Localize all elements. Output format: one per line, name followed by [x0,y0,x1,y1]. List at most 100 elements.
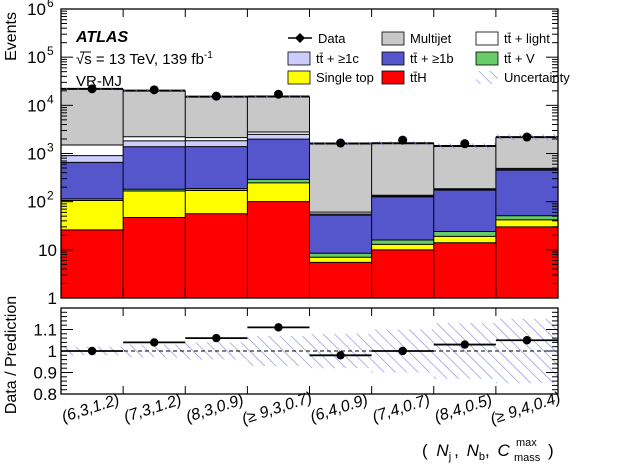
y-tick-label: 10 [38,241,57,260]
svg-text:Data: Data [318,31,346,46]
ratio-unc-box [309,333,372,369]
y-tick-label: 10 [27,145,46,164]
bar-ttV [371,240,434,245]
ratio-point [87,346,97,356]
bar-multijet [123,90,186,137]
bar-ttV [61,198,124,201]
bar-ttH [247,201,310,298]
bar-ttH [61,229,124,298]
data-point [336,138,346,148]
svg-text:Multijet: Multijet [410,31,452,46]
y-tick-exponent: 3 [47,141,54,155]
y-tick-exponent: 6 [47,0,54,10]
bar-ttH [309,262,372,298]
stack-layer [61,88,558,298]
legend-entry-tt-light: tt̄ + light [475,31,550,46]
ratio-unc-box [433,323,496,379]
bar-single-top [61,200,124,230]
bar-ttV [185,188,248,191]
ratio-point [460,340,470,349]
bar-multijet [495,137,558,169]
bar-ttV [247,179,310,183]
bar-tt-1b [61,162,124,199]
bar-multijet [61,88,124,145]
bar-tt-1b [309,215,372,254]
ratio-plot: 0.8 0.9 1 1.1 [33,307,559,404]
ratio-point [336,351,345,360]
ratio-point [149,338,159,347]
svg-text:tt̄ + ≥1b: tt̄ + ≥1b [410,51,454,66]
data-point [211,91,221,101]
bar-single-top [185,190,248,214]
legend-entry-tth: tt̄H [381,70,427,85]
svg-text:tt̄H: tt̄H [410,70,427,85]
bar-ttH [495,226,558,298]
ratio-y-axis-title: Data / Prediction [3,296,20,414]
data-layer [87,84,532,149]
bar-tt-1b [247,139,310,180]
bar-single-top [309,257,372,263]
bar-single-top [123,190,186,218]
legend-entry-tt-1b: tt̄ + ≥1b [381,51,454,66]
y-tick-exponent: 5 [47,44,54,58]
experiment-label: ATLAS [75,29,128,46]
bar-single-top [247,182,310,202]
energy-label: √s = 13 TeV, 139 fb-1 [76,50,213,68]
bar-multijet [433,145,496,189]
x-ticks-main [122,9,497,298]
bar-tt-light [123,136,186,141]
bar-ttH [123,217,186,298]
data-point [460,139,470,149]
ratio-tick-label: 0.9 [33,364,57,383]
category-labels: (6,3,1.2) (7,3,1.2) (8,3,0.9)(≥ 9,3,0.7)(6… [60,389,563,428]
data-point [398,135,408,145]
ratio-point [274,323,283,332]
legend-entry-data: Data [288,31,346,46]
bar-ttV [309,253,372,258]
bar-ttH [185,213,248,298]
category-label: (≥ 9,3,0.7) [240,389,315,428]
x-axis-title-close: ) [548,441,554,460]
svg-text:Single top: Single top [316,70,374,85]
svg-text:tt̄ + ≥1c: tt̄ + ≥1c [316,51,359,66]
data-point [273,89,283,99]
x-axis-title-cmass-sup: max [516,437,537,449]
ratio-point [212,333,221,343]
data-point [522,132,532,142]
bar-tt-1c [309,213,372,216]
ratio-tick-label: 1.1 [33,321,57,340]
category-label: (6,3,1.2) [60,391,122,426]
bar-ttV [495,215,558,220]
y-tick-label: 10 [27,193,46,212]
y-tick-exponent: 2 [47,189,54,203]
atlas-label: ATLAS √s = 13 TeV, 139 fb-1 VR-MJ [75,29,213,90]
y-tick-label: 10 [27,0,46,19]
bar-single-top [495,219,558,227]
bar-multijet [247,96,310,133]
bar-tt-1b [433,190,496,232]
bar-multijet [371,143,434,196]
bar-tt-light [247,132,310,135]
bar-tt-1b [123,146,186,190]
region-label: VR-MJ [76,73,122,90]
bar-single-top [433,236,496,243]
bar-multijet [309,143,372,213]
bar-tt-1b [185,146,248,189]
legend-entry-tt-1c: tt̄ + ≥1c [287,51,359,66]
category-label: (7,3,1.2) [122,391,184,426]
category-label: (8,3,0.9) [184,391,246,426]
y-tick-label: 10 [27,48,46,67]
bar-tt-light [309,212,372,214]
bar-tt-1b [371,196,434,241]
bar-tt-light [185,137,248,141]
ratio-points [61,323,558,360]
bar-tt-1b [495,170,558,216]
legend-entry-uncertainty: Uncertainty [476,70,570,85]
category-label: (7,4,0.7) [370,391,432,426]
bar-single-top [371,244,434,250]
data-point [149,85,159,95]
y-axis-title: Events [3,12,20,61]
bar-multijet [185,96,248,138]
